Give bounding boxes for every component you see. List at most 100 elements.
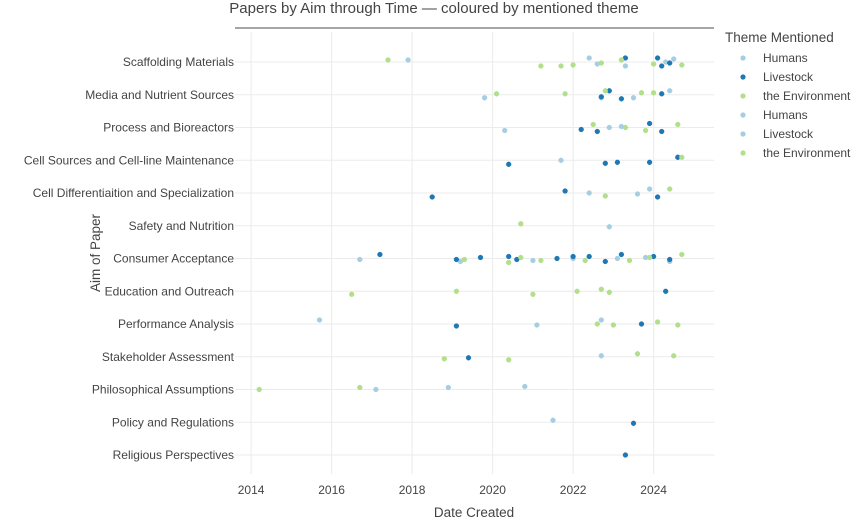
x-tick-label: 2020 <box>479 483 506 497</box>
data-point <box>626 257 633 264</box>
legend-marker <box>740 131 746 137</box>
data-point <box>602 258 608 265</box>
data-point <box>465 355 472 361</box>
data-point <box>441 356 447 362</box>
legend-marker <box>740 112 746 118</box>
legend-title: Theme Mentioned <box>725 30 834 45</box>
y-tick-label: Cell Sources and Cell-line Maintenance <box>24 153 234 167</box>
data-point <box>477 254 484 261</box>
x-tick-label: 2016 <box>318 483 345 497</box>
data-point <box>357 256 363 263</box>
data-point <box>654 55 661 61</box>
legend-marker <box>740 55 746 61</box>
data-point <box>679 251 685 258</box>
data-point <box>667 60 673 66</box>
legend-label: Humans <box>763 108 808 122</box>
data-points <box>256 55 685 458</box>
y-tick-label: Safety and Nutrition <box>129 219 234 233</box>
data-point <box>671 353 677 359</box>
data-point <box>663 288 669 294</box>
data-point <box>650 61 657 67</box>
data-point <box>602 88 608 94</box>
legend-marker <box>740 150 746 156</box>
data-point <box>506 161 512 167</box>
data-point <box>606 124 612 131</box>
y-tick-label: Stakeholder Assessment <box>102 350 235 364</box>
data-point <box>638 321 645 327</box>
y-tick-label: Media and Nutrient Sources <box>85 88 234 102</box>
data-point <box>614 255 621 262</box>
data-point <box>538 257 544 264</box>
x-tick-label: 2022 <box>560 483 587 497</box>
data-point <box>502 127 508 134</box>
data-point <box>622 63 629 69</box>
data-point <box>405 57 411 63</box>
data-point <box>630 95 637 101</box>
data-point <box>518 221 524 227</box>
data-point <box>316 317 323 323</box>
data-point <box>650 90 657 96</box>
data-point <box>574 288 580 294</box>
data-point <box>429 194 435 200</box>
data-point <box>445 384 451 391</box>
data-point <box>578 126 584 133</box>
data-point <box>606 289 612 295</box>
y-tick-label: Scaffolding Materials <box>123 55 234 69</box>
y-tick-label: Philosophical Assumptions <box>92 383 234 397</box>
data-point <box>646 254 653 261</box>
data-point <box>530 291 536 297</box>
legend-label: Humans <box>763 51 808 65</box>
y-tick-label: Religious Perspectives <box>113 448 234 462</box>
legend-label: the Environment <box>763 89 851 103</box>
data-point <box>461 256 468 263</box>
y-axis-label: Aim of Paper <box>88 213 103 292</box>
data-point <box>538 63 544 69</box>
legend-label: the Environment <box>763 146 851 160</box>
data-point <box>598 286 604 292</box>
y-tick-labels: Scaffolding Materials Media and Nutrient … <box>24 55 235 462</box>
data-point <box>630 420 637 426</box>
legend-marker <box>740 93 746 99</box>
y-tick-label: Consumer Acceptance <box>113 252 234 266</box>
y-tick-label: Policy and Regulations <box>112 415 234 429</box>
data-point <box>614 159 621 165</box>
data-point <box>506 259 512 266</box>
data-point <box>667 256 673 263</box>
data-point <box>506 357 512 363</box>
data-point <box>562 91 568 97</box>
data-point <box>594 128 600 135</box>
data-point <box>377 251 383 258</box>
data-point <box>642 127 649 134</box>
data-point <box>659 91 665 97</box>
data-point <box>522 383 528 390</box>
x-tick-label: 2018 <box>399 483 426 497</box>
data-point <box>550 417 556 423</box>
data-point <box>675 322 681 328</box>
data-point <box>594 321 600 327</box>
data-point <box>638 90 645 96</box>
data-point <box>481 95 488 101</box>
data-point <box>558 157 564 163</box>
data-point <box>654 194 661 200</box>
data-point <box>598 94 604 100</box>
data-point <box>586 190 592 196</box>
data-point <box>646 186 653 192</box>
data-point <box>349 291 355 297</box>
data-point <box>373 386 379 393</box>
data-point <box>675 121 681 128</box>
data-point <box>562 188 568 194</box>
y-tick-label: Process and Bioreactors <box>103 121 234 135</box>
data-point <box>582 257 588 264</box>
data-point <box>534 322 540 328</box>
data-point <box>530 257 536 264</box>
data-point <box>554 255 560 262</box>
y-tick-label: Cell Differentiaition and Specialization <box>33 186 234 200</box>
x-tick-labels: 2014 2016 2018 2020 2022 2024 <box>238 483 668 497</box>
y-tick-label: Education and Outreach <box>105 284 234 298</box>
data-point <box>634 351 641 357</box>
data-point <box>618 251 625 258</box>
data-point <box>586 253 592 260</box>
data-point <box>590 121 596 128</box>
y-tick-label: Performance Analysis <box>118 317 234 331</box>
